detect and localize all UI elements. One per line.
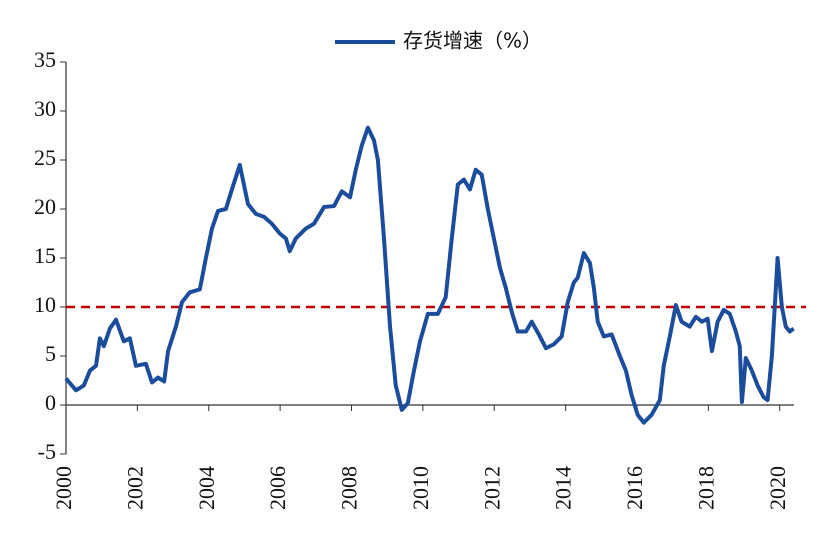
y-tick-label: 15 <box>34 243 56 268</box>
y-tick-label: 0 <box>45 390 56 415</box>
x-tick-label: 2012 <box>479 466 504 510</box>
y-tick-label: 20 <box>34 194 56 219</box>
x-tick-label: 2018 <box>693 466 718 510</box>
x-tick-label: 2008 <box>337 466 362 510</box>
x-tick-label: 2016 <box>622 466 647 510</box>
y-tick-label: 35 <box>34 47 56 72</box>
x-tick-label: 2002 <box>122 466 147 510</box>
data-line <box>64 125 795 425</box>
y-tick-label: 5 <box>45 341 56 366</box>
x-tick-label: 2006 <box>265 466 290 510</box>
x-tick-label: 2014 <box>551 466 576 510</box>
x-tick-label: 2004 <box>194 466 219 510</box>
y-tick-label: 30 <box>34 96 56 121</box>
y-tick-label: -5 <box>38 439 56 464</box>
legend-label: 存货增速（%） <box>403 29 542 53</box>
x-tick-label: 2000 <box>51 466 76 510</box>
y-tick-label: 10 <box>34 292 56 317</box>
y-tick-label: 25 <box>34 145 56 170</box>
x-tick-label: 2010 <box>408 466 433 510</box>
x-tick-label: 2020 <box>765 466 790 510</box>
